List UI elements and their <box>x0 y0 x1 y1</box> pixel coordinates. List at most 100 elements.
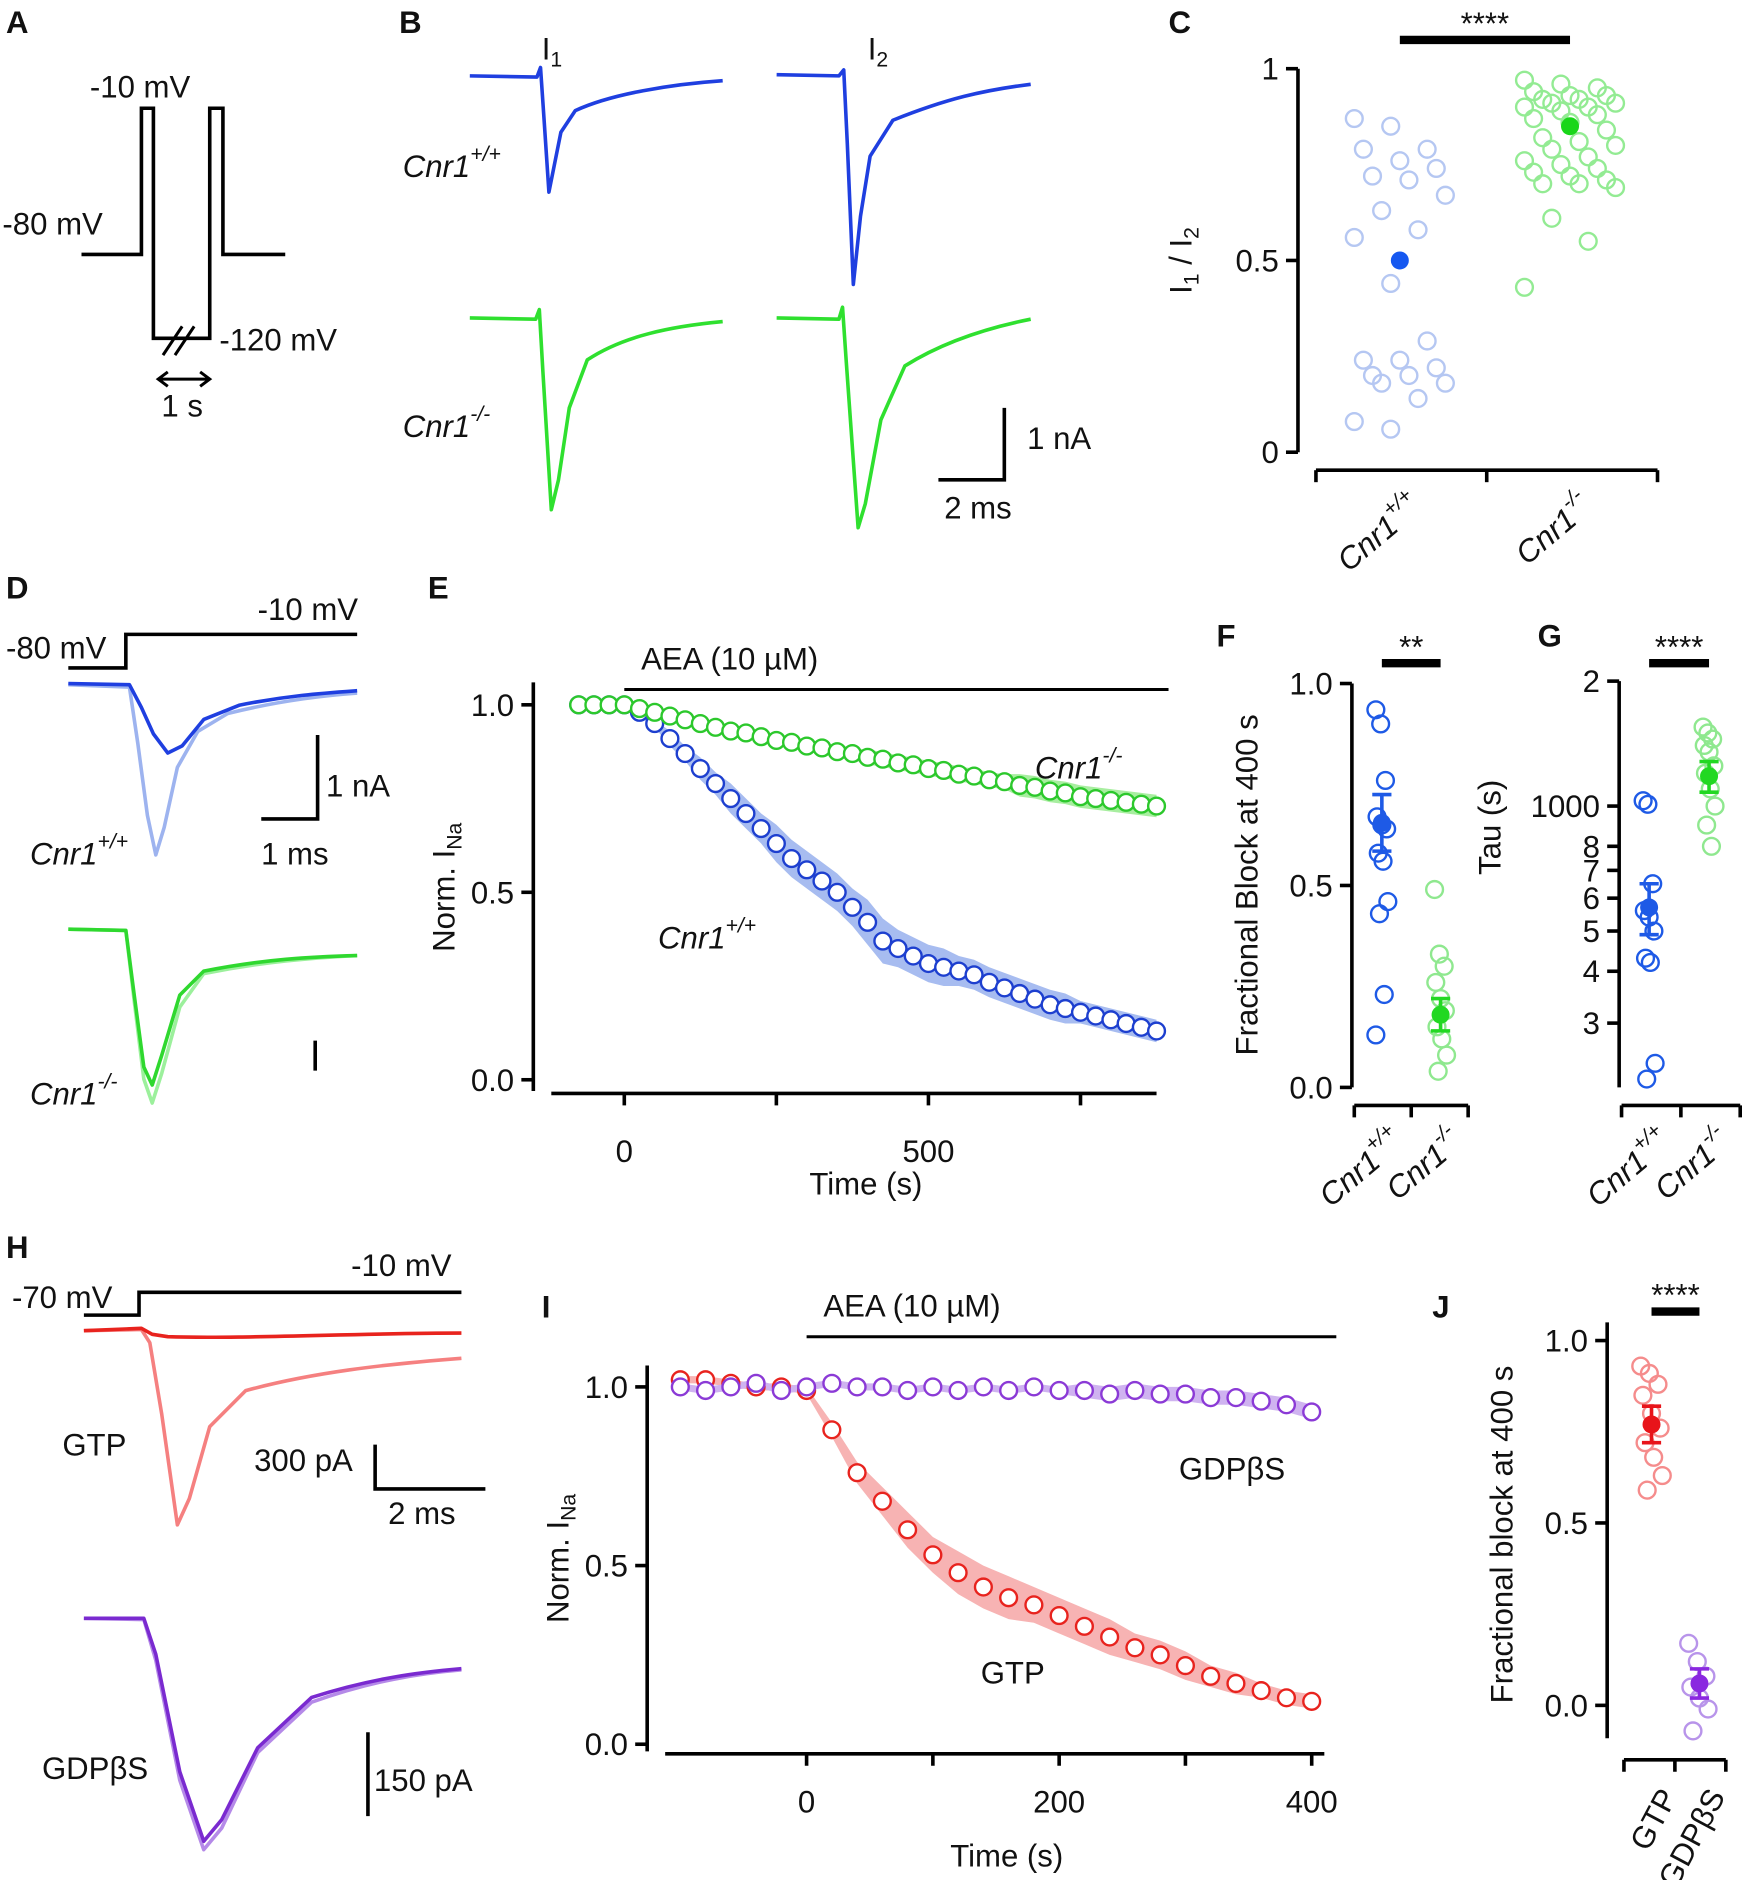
text-part: H <box>6 1229 29 1264</box>
data-point <box>670 1377 690 1397</box>
data-point <box>1381 116 1401 136</box>
data-point <box>999 1380 1019 1401</box>
data-point <box>771 1380 791 1401</box>
y-axis-label: Fractional block at 400 s <box>1484 1366 1519 1704</box>
text-part: 0 <box>1261 435 1278 470</box>
trace-label: Cnr1-/- <box>403 403 491 444</box>
data-point <box>1417 139 1437 159</box>
data-point <box>1551 74 1571 94</box>
trace-label: -10 mV <box>90 69 191 104</box>
y-tick-label: 7 <box>1583 853 1600 888</box>
text-part: **** <box>1461 6 1510 41</box>
data-point <box>923 1377 943 1397</box>
text-part: -10 mV <box>258 592 359 627</box>
x-tick-label: 0 <box>798 1784 815 1819</box>
text-part: D <box>6 570 29 605</box>
data-point <box>1644 921 1664 941</box>
trace-label: I1 <box>542 31 562 71</box>
trace-label: 1 ms <box>261 836 329 871</box>
y-axis-label: I1 / I2 <box>1163 227 1204 294</box>
data-point <box>1381 273 1401 294</box>
text-part: E <box>428 570 449 605</box>
data-point <box>1344 108 1364 129</box>
trace-label: -80 mV <box>2 206 103 241</box>
text-part: 3 <box>1583 1006 1600 1041</box>
data-point <box>1366 1025 1386 1045</box>
data-point <box>1638 794 1658 814</box>
data-point <box>1175 1384 1196 1404</box>
data-point <box>1578 231 1598 251</box>
scale-bar <box>261 735 320 1071</box>
y-tick-label: 0.5 <box>471 875 514 910</box>
text-part: 150 pA <box>374 1763 473 1798</box>
annotation: AEA (10 µM) <box>823 1288 1000 1323</box>
data-point <box>1426 158 1446 179</box>
data-point <box>1587 105 1607 125</box>
data-point <box>1633 1385 1653 1405</box>
data-point <box>781 848 802 869</box>
significance-label: **** <box>1655 629 1704 664</box>
text-part: 1.0 <box>585 1369 628 1404</box>
data-point <box>872 1491 892 1511</box>
data-point <box>1369 904 1390 924</box>
data-point <box>690 758 710 779</box>
x-tick-label: 0 <box>616 1133 633 1168</box>
y-tick-label: 0.0 <box>1545 1688 1588 1723</box>
text-part: Fractional block at 400 s <box>1484 1366 1519 1704</box>
data-point <box>827 882 847 902</box>
mean-point <box>1431 1005 1450 1024</box>
data-point <box>873 931 893 951</box>
y-tick-label: 8 <box>1583 829 1600 864</box>
panel-label: G <box>1538 618 1562 653</box>
text-part: 5 <box>1583 914 1600 949</box>
mean-point <box>1640 898 1659 917</box>
data-point <box>751 818 771 839</box>
data-point <box>1125 1380 1145 1401</box>
data-point <box>898 1380 918 1401</box>
data-point <box>872 1377 892 1397</box>
data-point <box>1150 1384 1170 1404</box>
data-point <box>1024 1377 1044 1397</box>
data-point <box>1024 1595 1044 1615</box>
trace-label: -70 mV <box>12 1280 113 1315</box>
mean-point <box>1690 1674 1709 1693</box>
data-point <box>1605 135 1626 155</box>
y-tick-label: 4 <box>1583 954 1600 989</box>
text-part: AEA (10 µM) <box>823 1288 1000 1323</box>
data-point <box>1428 1061 1448 1081</box>
y-tick-label: 1.0 <box>585 1369 628 1404</box>
data-point <box>1276 1688 1297 1708</box>
y-tick-label: 0 <box>1261 435 1278 470</box>
data-point <box>1542 208 1562 228</box>
y-tick-label: 0.0 <box>585 1727 628 1762</box>
data-point <box>1371 714 1391 734</box>
text-part: 2 <box>1181 227 1204 239</box>
data-point <box>1399 365 1419 386</box>
text-part: +/+ <box>470 143 501 166</box>
data-point <box>1074 1380 1094 1401</box>
x-axis-label: Time (s) <box>950 1838 1063 1873</box>
data-point <box>705 773 726 794</box>
data-point <box>1533 89 1553 109</box>
data-point <box>1426 972 1446 992</box>
data-point <box>1353 350 1373 370</box>
significance-label: ** <box>1399 629 1423 664</box>
y-tick-label: 0.0 <box>1289 1070 1332 1105</box>
data-point <box>1640 952 1660 973</box>
data-point <box>1644 1447 1664 1467</box>
data-point <box>1372 201 1392 221</box>
text-part: 7 <box>1583 853 1600 888</box>
text-part: **** <box>1655 629 1704 664</box>
data-point <box>1390 350 1410 370</box>
data-point <box>1100 1384 1120 1404</box>
mean-point <box>1390 251 1409 270</box>
data-point <box>1605 178 1626 198</box>
text-part: 0.5 <box>1545 1505 1588 1540</box>
text-part: Fractional Block at 400 s <box>1229 714 1264 1055</box>
text-part: 2 ms <box>388 1495 456 1530</box>
series-label: Cnr1-/- <box>1035 744 1123 785</box>
text-part: AEA (10 µM) <box>641 641 818 676</box>
text-part: F <box>1216 618 1235 653</box>
mean-point <box>1642 1415 1661 1434</box>
data-point <box>1381 419 1401 439</box>
